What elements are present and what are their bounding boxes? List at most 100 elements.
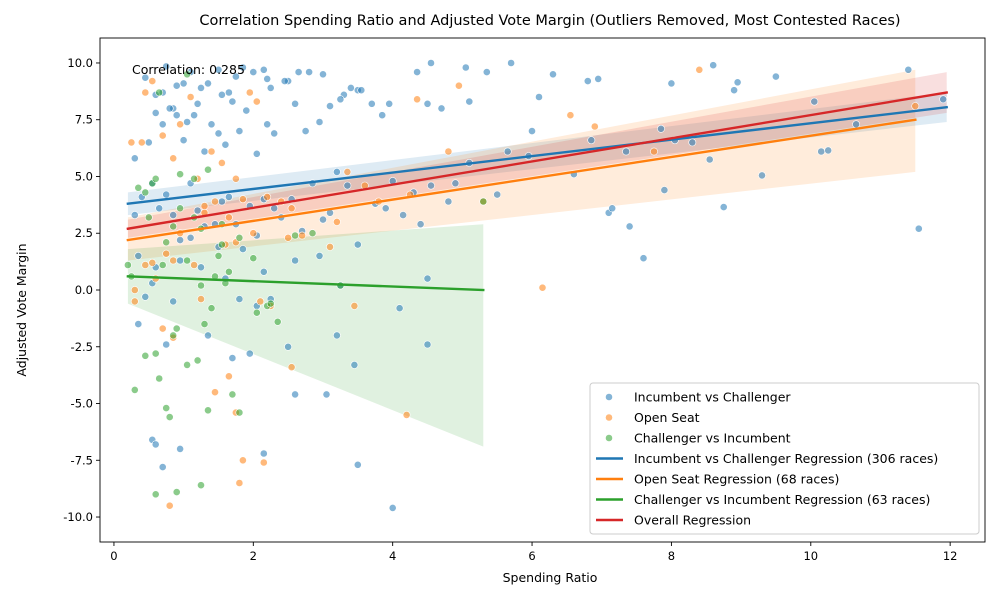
incumbent-vs-challenger-point bbox=[228, 354, 237, 362]
challenger-vs-incumbent-point bbox=[176, 204, 184, 213]
incumbent-vs-challenger-point bbox=[179, 79, 188, 88]
open-seat-point bbox=[413, 95, 421, 104]
incumbent-vs-challenger-point bbox=[172, 111, 181, 120]
incumbent-vs-challenger-point bbox=[657, 124, 665, 133]
incumbent-vs-challenger-point bbox=[294, 68, 303, 76]
x-tick-label: 0 bbox=[110, 549, 117, 563]
incumbent-vs-challenger-point bbox=[482, 68, 491, 76]
open-seat-point bbox=[148, 258, 157, 267]
incumbent-vs-challenger-point bbox=[709, 61, 718, 70]
open-seat-point bbox=[158, 131, 167, 140]
open-seat-point bbox=[169, 154, 178, 163]
y-tick-label: 0.0 bbox=[75, 283, 93, 297]
incumbent-vs-challenger-point bbox=[343, 181, 352, 190]
open-seat-point bbox=[211, 388, 219, 397]
incumbent-vs-challenger-point bbox=[141, 73, 150, 82]
y-tick-label: -10.0 bbox=[63, 510, 93, 524]
open-seat-point bbox=[238, 456, 247, 465]
incumbent-vs-challenger-point bbox=[162, 340, 171, 349]
legend-box bbox=[589, 382, 980, 535]
incumbent-vs-challenger-regression-306-races-band bbox=[127, 92, 947, 216]
correlation-annotation: Correlation: 0.285 bbox=[132, 62, 245, 77]
x-tick-label: 4 bbox=[389, 549, 396, 563]
incumbent-vs-challenger-point bbox=[319, 70, 327, 79]
incumbent-vs-challenger-point bbox=[587, 136, 596, 145]
incumbent-vs-challenger-point bbox=[217, 197, 226, 206]
incumbent-vs-challenger-point bbox=[594, 75, 603, 83]
incumbent-vs-challenger-point bbox=[228, 97, 237, 106]
incumbent-vs-challenger-point bbox=[357, 86, 366, 95]
incumbent-vs-challenger-point bbox=[493, 190, 502, 199]
incumbent-vs-challenger-point bbox=[939, 95, 948, 104]
incumbent-vs-challenger-point bbox=[245, 349, 254, 358]
incumbent-vs-challenger-point bbox=[852, 120, 860, 129]
incumbent-vs-challenger-point bbox=[179, 136, 188, 145]
incumbent-vs-challenger-point bbox=[204, 79, 212, 88]
incumbent-vs-challenger-point bbox=[622, 147, 630, 156]
incumbent-vs-challenger-point bbox=[719, 203, 728, 211]
incumbent-vs-challenger-point bbox=[231, 72, 240, 81]
open-seat-point bbox=[566, 111, 575, 120]
challenger-vs-incumbent-point bbox=[151, 174, 160, 183]
incumbent-vs-challenger-point bbox=[263, 75, 272, 83]
incumbent-vs-challenger-point bbox=[427, 59, 435, 67]
challenger-vs-incumbent-point bbox=[197, 481, 205, 490]
open-seat-point bbox=[911, 102, 920, 110]
incumbent-vs-challenger-point bbox=[197, 263, 205, 272]
incumbent-vs-challenger-point bbox=[158, 120, 167, 129]
x-axis-label: Spending Ratio bbox=[503, 570, 598, 585]
open-seat-point bbox=[252, 97, 261, 106]
incumbent-vs-challenger-point bbox=[817, 147, 826, 156]
incumbent-vs-challenger-point bbox=[238, 63, 247, 72]
open-seat-point bbox=[127, 138, 136, 147]
open-seat-point bbox=[287, 363, 296, 372]
incumbent-vs-challenger-point bbox=[130, 154, 139, 163]
open-seat-point bbox=[350, 301, 359, 310]
incumbent-vs-challenger-point bbox=[350, 360, 359, 369]
incumbent-vs-challenger-point bbox=[141, 292, 150, 301]
incumbent-vs-challenger-point bbox=[165, 104, 174, 113]
incumbent-vs-challenger-point bbox=[465, 97, 474, 106]
open-seat-regression-68-races-line bbox=[126, 118, 917, 242]
challenger-vs-incumbent-point bbox=[141, 351, 150, 360]
open-seat-point bbox=[298, 231, 306, 240]
incumbent-vs-challenger-point bbox=[217, 90, 226, 99]
incumbent-vs-challenger-point bbox=[151, 440, 160, 449]
challenger-vs-incumbent-point bbox=[134, 183, 143, 192]
incumbent-vs-challenger-point bbox=[388, 503, 397, 512]
open-seat-point bbox=[259, 458, 268, 467]
legend-marker-open-seat bbox=[605, 413, 613, 422]
incumbent-vs-challenger-point bbox=[444, 197, 453, 206]
incumbent-vs-challenger-point bbox=[266, 84, 275, 92]
incumbent-vs-challenger-point bbox=[423, 99, 432, 108]
incumbent-vs-challenger-point bbox=[134, 320, 143, 328]
incumbent-vs-challenger-point bbox=[367, 99, 376, 108]
incumbent-vs-challenger-point bbox=[730, 86, 738, 95]
legend-label-open-seat-regression-68-races: Open Seat Regression (68 races) bbox=[634, 472, 839, 487]
incumbent-vs-challenger-point bbox=[423, 274, 432, 283]
incumbent-vs-challenger-point bbox=[381, 204, 390, 213]
incumbent-vs-challenger-point bbox=[549, 70, 557, 79]
challenger-vs-incumbent-point bbox=[162, 238, 171, 247]
challenger-vs-incumbent-point bbox=[214, 251, 223, 260]
plot-area bbox=[124, 59, 949, 512]
incumbent-vs-challenger-point bbox=[528, 127, 536, 136]
open-seat-point bbox=[158, 324, 167, 333]
incumbent-vs-challenger-point bbox=[326, 102, 334, 110]
open-seat-point bbox=[326, 242, 334, 251]
incumbent-vs-challenger-point bbox=[688, 138, 697, 147]
incumbent-vs-challenger-point bbox=[259, 267, 268, 276]
incumbent-vs-challenger-point bbox=[353, 240, 362, 249]
y-tick-label: 5.0 bbox=[75, 169, 93, 183]
open-seat-point bbox=[137, 138, 146, 147]
challenger-vs-incumbent-point bbox=[291, 231, 299, 240]
open-seat-point bbox=[224, 213, 233, 222]
incumbent-vs-challenger-point bbox=[291, 256, 299, 265]
challenger-vs-incumbent-point bbox=[183, 360, 191, 369]
challenger-vs-incumbent-point bbox=[141, 188, 150, 197]
x-tick-label: 8 bbox=[668, 549, 675, 563]
open-seat-point bbox=[130, 286, 139, 294]
open-seat-point bbox=[444, 147, 453, 156]
challenger-vs-incumbent-point bbox=[217, 240, 226, 249]
